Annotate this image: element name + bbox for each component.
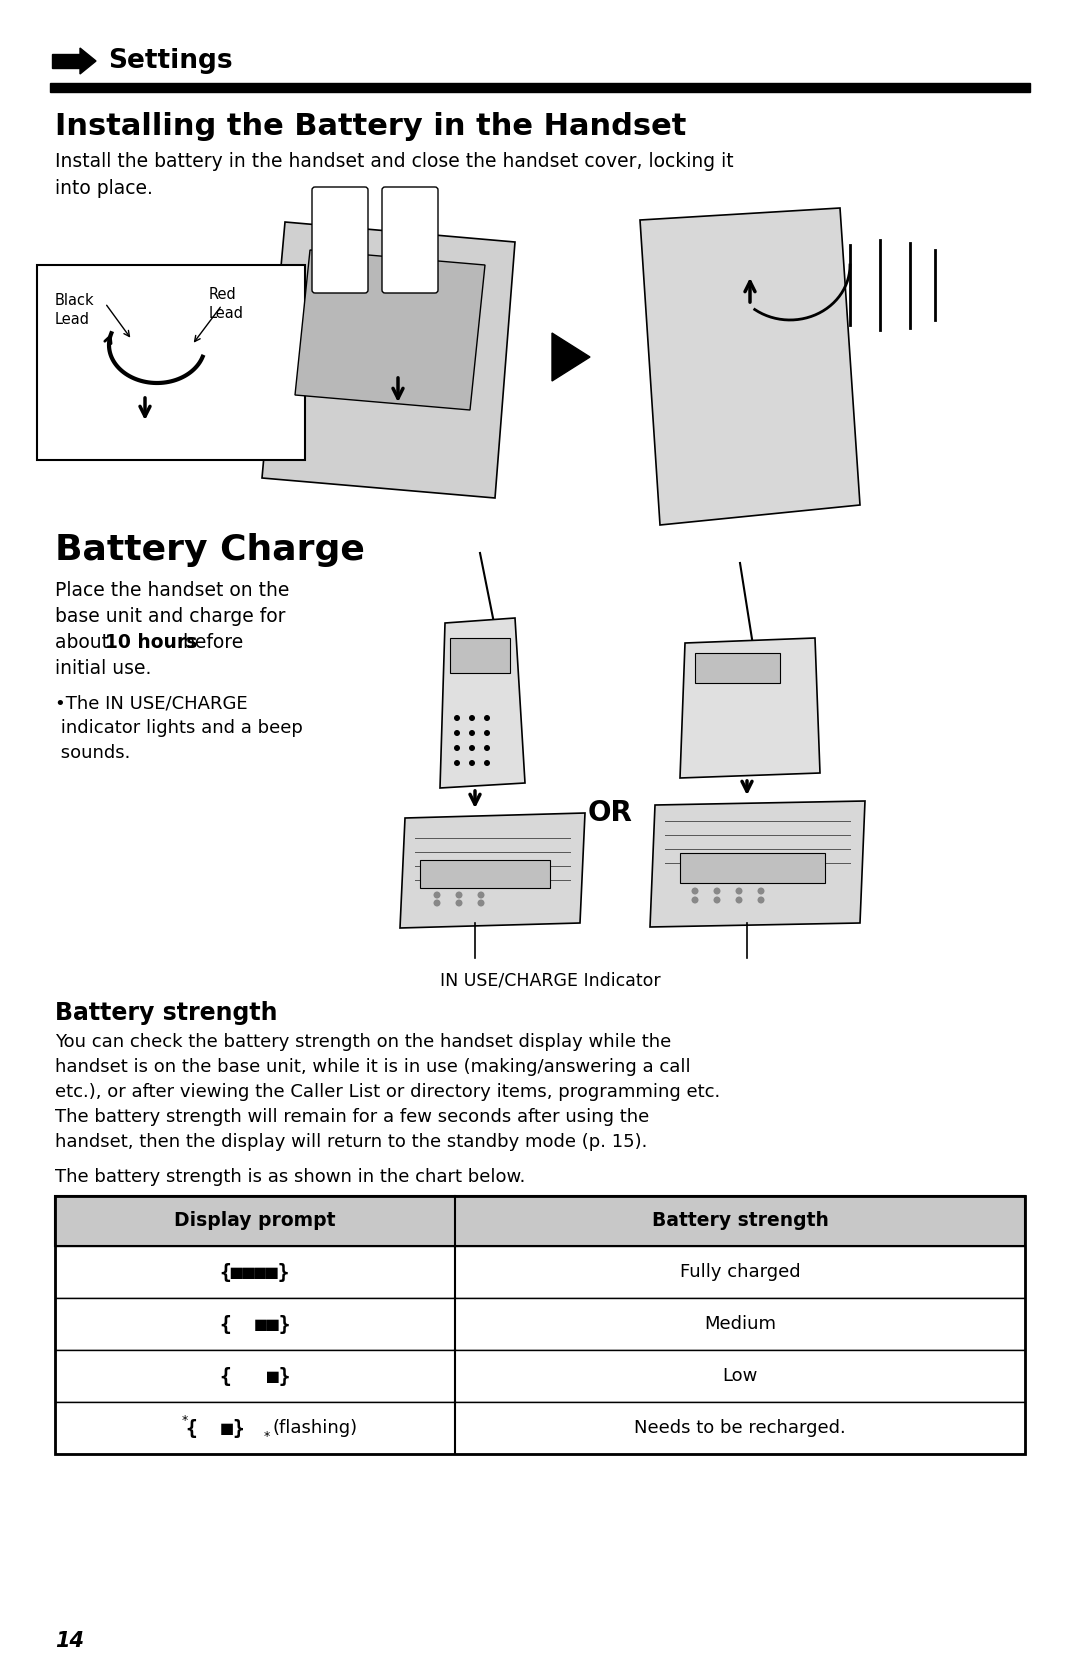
- Circle shape: [691, 896, 699, 903]
- Circle shape: [454, 729, 460, 736]
- Circle shape: [735, 888, 743, 895]
- Circle shape: [469, 714, 475, 721]
- Text: Needs to be recharged.: Needs to be recharged.: [634, 1419, 846, 1437]
- Circle shape: [456, 891, 462, 898]
- FancyBboxPatch shape: [382, 187, 438, 294]
- Text: Battery strength: Battery strength: [55, 1001, 278, 1025]
- Circle shape: [691, 888, 699, 895]
- Circle shape: [714, 888, 720, 895]
- Circle shape: [484, 759, 490, 766]
- Bar: [55, 1247, 1025, 1298]
- Text: (flashing): (flashing): [273, 1419, 359, 1437]
- Circle shape: [469, 729, 475, 736]
- Text: *: *: [264, 1430, 270, 1442]
- Circle shape: [454, 714, 460, 721]
- Circle shape: [757, 888, 765, 895]
- Circle shape: [433, 891, 441, 898]
- Polygon shape: [640, 209, 860, 526]
- Text: 10 hours: 10 hours: [105, 633, 198, 653]
- Circle shape: [469, 744, 475, 751]
- Bar: [37, 265, 305, 461]
- Bar: [696, 653, 780, 683]
- Text: You can check the battery strength on the handset display while the
handset is o: You can check the battery strength on th…: [55, 1033, 720, 1152]
- Text: Black
Lead: Black Lead: [55, 294, 95, 327]
- Polygon shape: [262, 222, 515, 497]
- Bar: [55, 1197, 1025, 1247]
- Polygon shape: [650, 801, 865, 926]
- Polygon shape: [80, 48, 96, 73]
- Text: Medium: Medium: [704, 1315, 777, 1334]
- Bar: [420, 860, 550, 888]
- Text: Low: Low: [723, 1367, 758, 1385]
- Polygon shape: [552, 334, 590, 381]
- Text: initial use.: initial use.: [55, 659, 151, 678]
- Circle shape: [456, 900, 462, 906]
- Circle shape: [484, 714, 490, 721]
- Text: Display prompt: Display prompt: [174, 1212, 336, 1230]
- Circle shape: [484, 729, 490, 736]
- Text: Installing the Battery in the Handset: Installing the Battery in the Handset: [55, 112, 687, 140]
- Text: OR: OR: [588, 799, 633, 828]
- Text: Settings: Settings: [108, 48, 232, 73]
- Bar: [50, 83, 1030, 92]
- FancyBboxPatch shape: [312, 187, 368, 294]
- Bar: [55, 1197, 1025, 1454]
- Text: {  ■■}: { ■■}: [219, 1315, 291, 1334]
- Circle shape: [714, 896, 720, 903]
- Circle shape: [484, 744, 490, 751]
- Circle shape: [757, 896, 765, 903]
- Text: *: *: [181, 1414, 188, 1427]
- Text: {   ■}: { ■}: [219, 1367, 291, 1385]
- Text: Battery strength: Battery strength: [651, 1212, 828, 1230]
- Polygon shape: [295, 250, 485, 411]
- Text: Fully charged: Fully charged: [679, 1263, 800, 1282]
- Bar: [52, 53, 80, 68]
- Text: before: before: [177, 633, 243, 653]
- Bar: [680, 853, 825, 883]
- Text: Install the battery in the handset and close the handset cover, locking it
into : Install the battery in the handset and c…: [55, 152, 733, 197]
- Circle shape: [477, 900, 485, 906]
- Text: base unit and charge for: base unit and charge for: [55, 608, 285, 626]
- Text: Red
Lead: Red Lead: [210, 287, 244, 320]
- Text: Battery Charge: Battery Charge: [55, 532, 365, 567]
- Polygon shape: [400, 813, 585, 928]
- Text: {  ■}: { ■}: [186, 1419, 244, 1437]
- Text: The battery strength is as shown in the chart below.: The battery strength is as shown in the …: [55, 1168, 525, 1187]
- Text: 14: 14: [55, 1631, 84, 1651]
- Circle shape: [433, 900, 441, 906]
- Text: {■■■■}: {■■■■}: [219, 1262, 291, 1282]
- Text: •The IN USE/CHARGE
 indicator lights and a beep
 sounds.: •The IN USE/CHARGE indicator lights and …: [55, 694, 302, 761]
- Bar: [450, 638, 510, 673]
- Bar: [55, 1350, 1025, 1402]
- Circle shape: [477, 891, 485, 898]
- Circle shape: [735, 896, 743, 903]
- Bar: [55, 1298, 1025, 1350]
- Circle shape: [454, 744, 460, 751]
- Polygon shape: [440, 618, 525, 788]
- Polygon shape: [680, 638, 820, 778]
- Circle shape: [454, 759, 460, 766]
- Bar: [55, 1402, 1025, 1454]
- Text: IN USE/CHARGE Indicator: IN USE/CHARGE Indicator: [440, 971, 661, 990]
- Circle shape: [469, 759, 475, 766]
- Text: Place the handset on the: Place the handset on the: [55, 581, 289, 599]
- Text: about: about: [55, 633, 114, 653]
